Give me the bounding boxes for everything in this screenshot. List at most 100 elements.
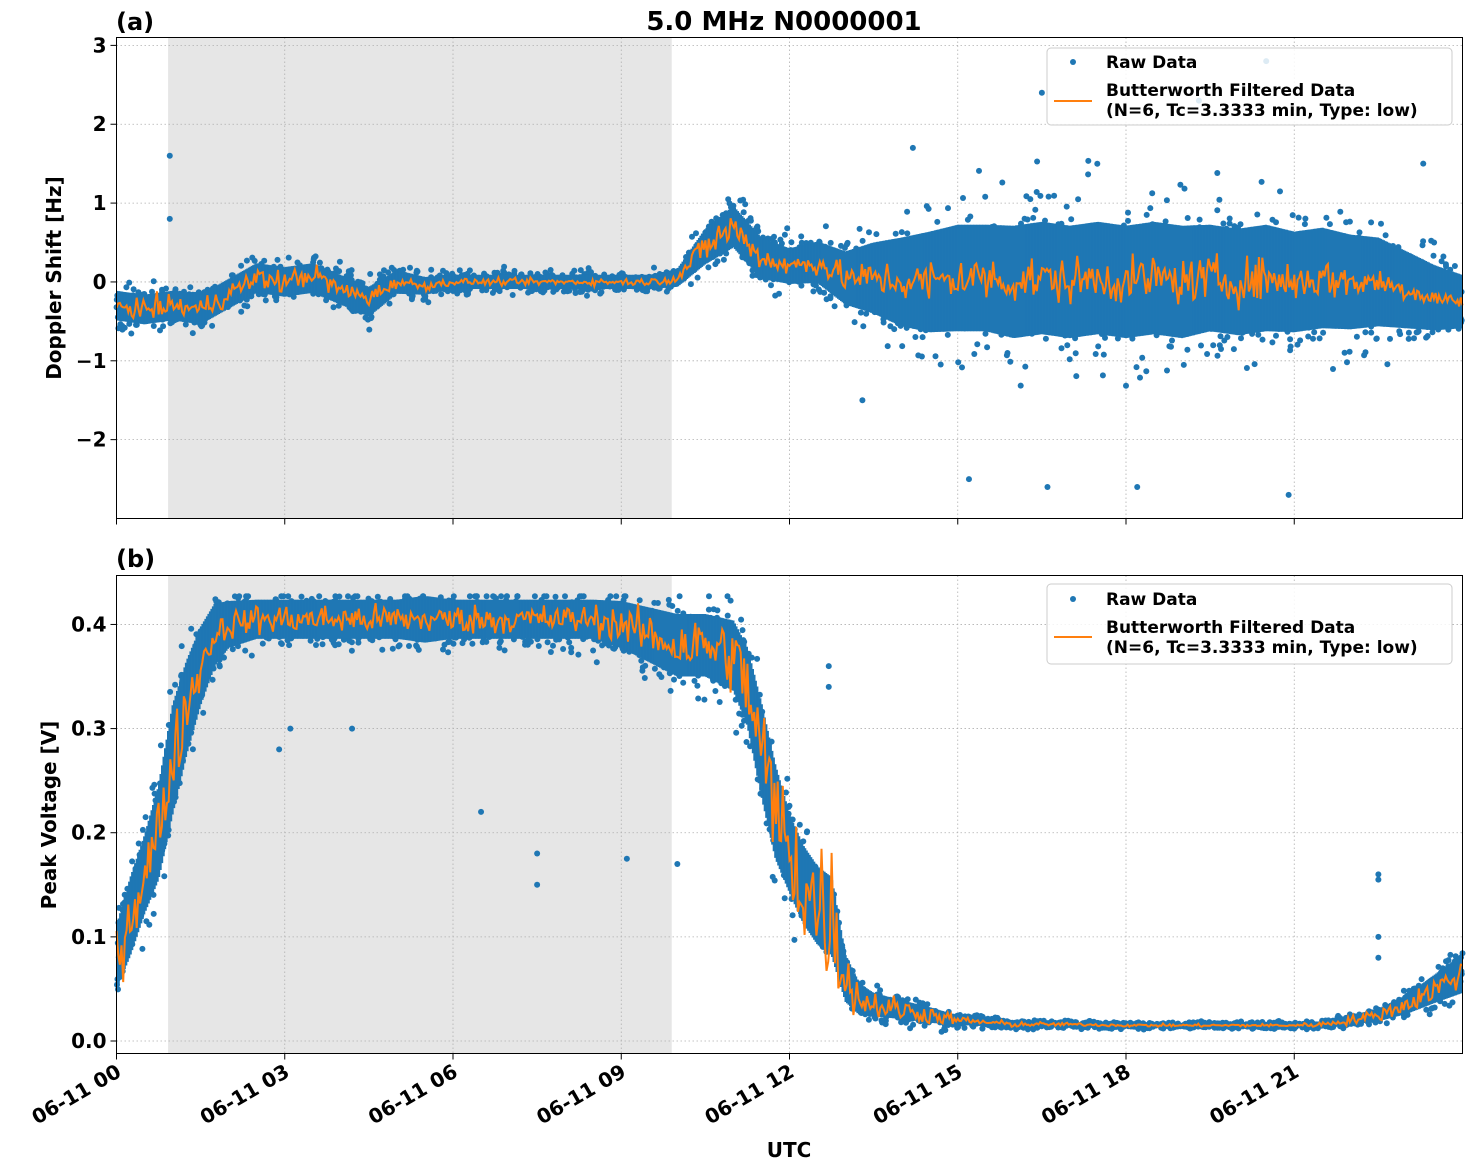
raw-data-point xyxy=(1162,218,1169,225)
raw-data-point xyxy=(884,343,891,350)
raw-data-point xyxy=(379,646,386,653)
raw-data-point xyxy=(1258,178,1265,185)
raw-data-point xyxy=(1362,329,1369,336)
raw-data-point xyxy=(172,286,179,293)
raw-data-point xyxy=(863,310,870,317)
raw-data-point xyxy=(584,292,590,299)
raw-data-point xyxy=(209,322,216,329)
raw-data-point xyxy=(182,321,189,328)
raw-data-point xyxy=(1210,342,1217,349)
raw-data-point xyxy=(1064,342,1071,349)
raw-data-point xyxy=(552,593,559,600)
raw-data-point xyxy=(285,254,292,261)
raw-data-point xyxy=(244,303,251,310)
raw-data-point xyxy=(1073,373,1080,380)
raw-data-point xyxy=(1451,263,1458,269)
raw-data-point xyxy=(866,229,872,236)
raw-data-point xyxy=(1259,336,1266,343)
raw-data-point xyxy=(964,216,971,223)
raw-data-point xyxy=(663,288,670,295)
raw-data-point xyxy=(1169,337,1175,344)
raw-data-point xyxy=(982,193,989,200)
raw-data-point xyxy=(566,639,573,646)
raw-data-point xyxy=(251,257,258,264)
raw-data-point xyxy=(716,699,723,705)
raw-data-point xyxy=(1353,333,1360,340)
raw-data-point xyxy=(740,209,747,216)
raw-data-point xyxy=(1218,346,1224,352)
raw-data-point xyxy=(705,606,712,613)
raw-data-point xyxy=(1447,951,1454,958)
raw-data-point xyxy=(1216,196,1223,203)
raw-data-point xyxy=(1302,215,1309,222)
raw-data-point xyxy=(781,895,788,902)
raw-data-point xyxy=(1003,352,1010,359)
raw-data-point xyxy=(1125,209,1131,216)
raw-data-point xyxy=(1254,211,1261,218)
raw-data-point xyxy=(1204,351,1211,357)
raw-data-point xyxy=(496,644,503,651)
raw-data-point xyxy=(414,268,421,275)
raw-data-point xyxy=(784,775,791,782)
raw-data-point xyxy=(1180,361,1187,368)
raw-data-outlier xyxy=(166,152,173,159)
raw-data-point xyxy=(1368,329,1375,336)
legend-a-raw-marker xyxy=(1070,59,1076,65)
raw-data-point xyxy=(1405,329,1412,336)
legend-a-raw-label: Raw Data xyxy=(1106,53,1197,73)
raw-data-point xyxy=(163,285,169,292)
raw-data-point xyxy=(187,284,194,291)
raw-data-point xyxy=(810,288,817,295)
raw-data-point xyxy=(694,274,701,281)
raw-data-point xyxy=(259,640,266,647)
raw-data-point xyxy=(753,224,760,231)
raw-data-point xyxy=(157,742,164,749)
raw-data-point xyxy=(178,643,185,650)
raw-data-point xyxy=(1168,343,1174,350)
raw-data-point xyxy=(1058,345,1065,352)
raw-data-point xyxy=(333,265,339,272)
raw-data-point xyxy=(1063,203,1070,210)
raw-data-point xyxy=(859,237,866,244)
raw-data-point xyxy=(1177,181,1184,188)
raw-data-point xyxy=(1311,329,1318,336)
raw-data-point xyxy=(898,229,905,236)
raw-data-point xyxy=(1316,335,1323,342)
raw-data-point xyxy=(651,665,658,672)
raw-data-point xyxy=(527,270,534,277)
raw-data-point xyxy=(1095,343,1102,350)
raw-data-point xyxy=(919,334,926,341)
raw-data-point xyxy=(543,593,550,600)
raw-data-point xyxy=(651,264,657,271)
raw-data-point xyxy=(1163,197,1170,204)
raw-data-point xyxy=(798,239,805,246)
raw-data-point xyxy=(597,290,604,297)
raw-data-point xyxy=(298,593,305,600)
y-tick-label: 3 xyxy=(93,33,107,57)
raw-data-point xyxy=(547,267,554,273)
raw-data-point xyxy=(1411,335,1417,342)
raw-data-point xyxy=(167,320,174,327)
raw-data-point xyxy=(1007,358,1014,365)
raw-data-point xyxy=(189,330,196,337)
raw-data-point xyxy=(912,334,919,340)
legend-a: Raw Data Butterworth Filtered Data (N=6,… xyxy=(1046,47,1453,126)
raw-data-point xyxy=(121,324,128,331)
raw-data-point xyxy=(823,296,830,303)
raw-data-point xyxy=(1100,351,1107,358)
raw-data-point xyxy=(1341,349,1348,356)
raw-data-point xyxy=(1326,221,1333,228)
raw-data-point xyxy=(1287,336,1294,343)
raw-data-point xyxy=(1429,329,1436,336)
raw-data-point xyxy=(720,256,727,263)
raw-data-point xyxy=(511,267,518,274)
raw-data-point xyxy=(348,267,355,274)
raw-data-point xyxy=(959,364,965,371)
raw-data-point xyxy=(1373,335,1380,342)
raw-data-point xyxy=(294,259,301,266)
raw-data-point xyxy=(1287,343,1294,350)
raw-data-point xyxy=(238,262,245,269)
raw-data-point xyxy=(904,230,911,237)
raw-data-point xyxy=(1289,212,1296,219)
